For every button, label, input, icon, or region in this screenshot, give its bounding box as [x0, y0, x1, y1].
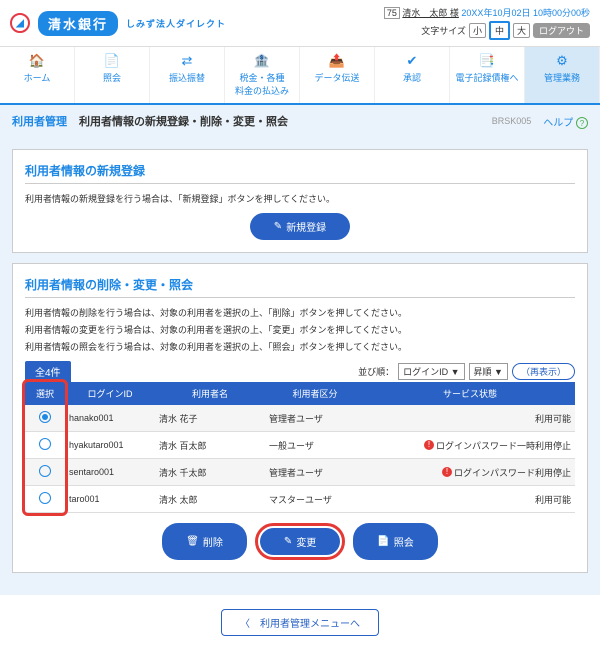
cell-login-id: taro001 [65, 486, 155, 513]
sort-field-select[interactable]: ログインID ▼ [398, 363, 464, 380]
chevron-left-icon: 〈 [240, 619, 250, 630]
col-header: サービス状態 [365, 382, 575, 405]
row-radio[interactable] [39, 465, 51, 477]
nav-item-2[interactable]: ⇄振込振替 [150, 47, 225, 103]
fontsize-medium[interactable]: 中 [489, 21, 510, 40]
screen-code: BRSK005 [492, 116, 532, 126]
cell-user-name: 清水 花子 [155, 405, 265, 432]
cell-user-role: マスターユーザ [265, 486, 365, 513]
warn-icon: ! [442, 467, 452, 477]
register-panel: 利用者情報の新規登録 利用者情報の新規登録を行う場合は、「新規登録」ボタンを押し… [12, 149, 588, 253]
cell-status: !ログインパスワード利用停止 [365, 459, 575, 486]
document-icon: 📄 [377, 536, 389, 547]
row-radio[interactable] [39, 411, 51, 423]
cell-user-name: 清水 千太郎 [155, 459, 265, 486]
pencil-icon: ✎ [274, 221, 282, 232]
page-title: 利用者情報の新規登録・削除・変更・照会 [79, 113, 288, 129]
nav-item-5[interactable]: ✔承認 [375, 47, 450, 103]
change-button-highlight: ✎変更 [255, 523, 345, 560]
sort-label: 並び順： [358, 365, 394, 378]
nav-item-6[interactable]: 📑電子記録債権へ [450, 47, 525, 103]
nav-icon: ⚙ [527, 53, 597, 69]
nav-icon: 📄 [77, 53, 147, 69]
manage-desc-1: 利用者情報の削除を行う場合は、対象の利用者を選択の上、「削除」ボタンを押してくだ… [25, 306, 575, 319]
table-row: taro001清水 太郎マスターユーザ利用可能 [25, 486, 575, 513]
help-icon: ? [576, 117, 588, 129]
nav-icon: 🏦 [227, 53, 297, 69]
reload-button[interactable]: （再表示） [512, 363, 575, 380]
top-bar: ◢ 清水銀行 しみず法人ダイレクト 75 清水 太郎 様 20XX年10月02日… [0, 0, 600, 46]
cell-status: 利用可能 [365, 405, 575, 432]
sort-order-select[interactable]: 昇順 ▼ [469, 363, 508, 380]
cell-user-role: 管理者ユーザ [265, 405, 365, 432]
cell-login-id: hyakutaro001 [65, 432, 155, 459]
nav-item-4[interactable]: 📤データ伝送 [300, 47, 375, 103]
nav-icon: 📑 [452, 53, 522, 69]
nav-item-3[interactable]: 🏦税金・各種料金の払込み [225, 47, 300, 103]
col-header: 利用者区分 [265, 382, 365, 405]
row-radio[interactable] [39, 492, 51, 504]
cell-user-role: 一般ユーザ [265, 432, 365, 459]
back-row: 〈 利用者管理メニューへ [0, 595, 600, 650]
col-header: ログインID [65, 382, 155, 405]
user-name-link[interactable]: 清水 太郎 様 [402, 8, 459, 18]
nav-icon: ✔ [377, 53, 447, 69]
nav-icon: 🏠 [2, 53, 72, 69]
nav-item-1[interactable]: 📄照会 [75, 47, 150, 103]
nav-icon: ⇄ [152, 53, 222, 69]
manage-desc-2: 利用者情報の変更を行う場合は、対象の利用者を選択の上、「変更」ボタンを押してくだ… [25, 323, 575, 336]
nav-item-7[interactable]: ⚙管理業務 [525, 47, 600, 103]
fontsize-small[interactable]: 小 [469, 23, 486, 38]
pencil-icon: ✎ [284, 536, 292, 547]
fontsize-label: 文字サイズ [421, 24, 466, 37]
row-radio[interactable] [39, 438, 51, 450]
user-badge: 75 [384, 7, 400, 19]
bank-name: 清水銀行 [38, 11, 118, 36]
manage-title: 利用者情報の削除・変更・照会 [25, 276, 575, 298]
table-row: hyakutaro001清水 百太郎一般ユーザ!ログインパスワード一時利用停止 [25, 432, 575, 459]
register-button[interactable]: ✎新規登録 [250, 213, 350, 240]
count-badge: 全4件 [25, 361, 71, 382]
delete-button[interactable]: 🗑削除 [162, 523, 247, 560]
register-title: 利用者情報の新規登録 [25, 162, 575, 184]
warn-icon: ! [424, 440, 434, 450]
cell-status: !ログインパスワード一時利用停止 [365, 432, 575, 459]
trash-icon: 🗑 [186, 536, 199, 547]
sub-header: 利用者管理 利用者情報の新規登録・削除・変更・照会 BRSK005 ヘルプ ? [0, 105, 600, 137]
fontsize-large[interactable]: 大 [513, 23, 530, 38]
col-header: 利用者名 [155, 382, 265, 405]
register-desc: 利用者情報の新規登録を行う場合は、「新規登録」ボタンを押してください。 [25, 192, 575, 205]
help-link[interactable]: ヘルプ ? [543, 114, 588, 129]
table-row: sentaro001清水 千太郎管理者ユーザ!ログインパスワード利用停止 [25, 459, 575, 486]
nav-item-0[interactable]: 🏠ホーム [0, 47, 75, 103]
category-label: 利用者管理 [12, 113, 67, 129]
manage-desc-3: 利用者情報の照会を行う場合は、対象の利用者を選択の上、「照会」ボタンを押してくだ… [25, 340, 575, 353]
cell-user-name: 清水 太郎 [155, 486, 265, 513]
table-row: hanako001清水 花子管理者ユーザ利用可能 [25, 405, 575, 432]
change-button[interactable]: ✎変更 [260, 528, 340, 555]
cell-login-id: hanako001 [65, 405, 155, 432]
nav-icon: 📤 [302, 53, 372, 69]
bank-logo: ◢ [10, 13, 30, 33]
cell-login-id: sentaro001 [65, 459, 155, 486]
main-nav: 🏠ホーム📄照会⇄振込振替🏦税金・各種料金の払込み📤データ伝送✔承認📑電子記録債権… [0, 46, 600, 105]
cell-user-role: 管理者ユーザ [265, 459, 365, 486]
bank-subtitle: しみず法人ダイレクト [126, 17, 226, 30]
logout-button[interactable]: ログアウト [533, 23, 590, 38]
user-table: 選択ログインID利用者名利用者区分サービス状態hanako001清水 花子管理者… [25, 382, 575, 513]
back-button[interactable]: 〈 利用者管理メニューへ [221, 609, 379, 636]
user-info: 75 清水 太郎 様 20XX年10月02日 10時00分00秒 文字サイズ 小… [384, 6, 590, 40]
col-header: 選択 [25, 382, 65, 405]
cell-status: 利用可能 [365, 486, 575, 513]
view-button[interactable]: 📄照会 [353, 523, 437, 560]
datetime: 20XX年10月02日 10時00分00秒 [461, 8, 590, 18]
cell-user-name: 清水 百太郎 [155, 432, 265, 459]
manage-panel: 利用者情報の削除・変更・照会 利用者情報の削除を行う場合は、対象の利用者を選択の… [12, 263, 588, 573]
